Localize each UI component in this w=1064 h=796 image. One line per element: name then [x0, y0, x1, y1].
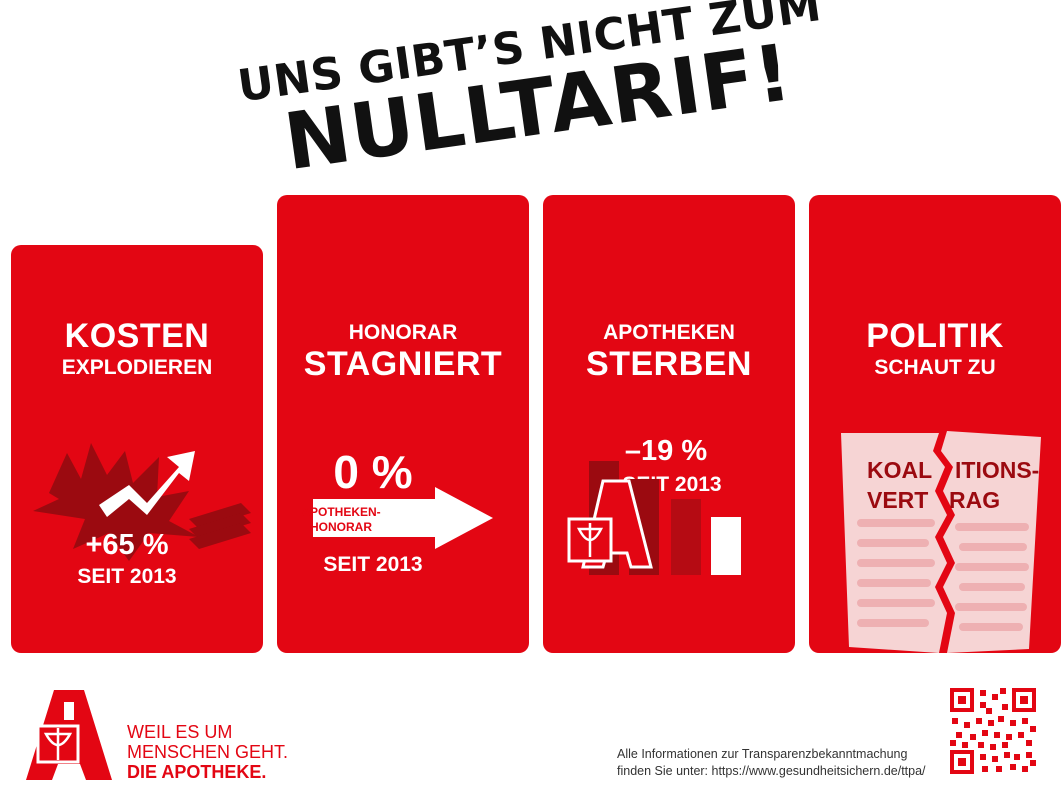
- panel-honorar: HONORAR STAGNIERT 0 % APOTHEKEN- HONORAR…: [277, 195, 529, 653]
- panel-kosten-subtitle: EXPLODIEREN: [61, 356, 213, 379]
- panel-apotheken: APOTHEKEN STERBEN –19 % SEIT 2013: [543, 195, 795, 653]
- qr-code-icon[interactable]: [950, 688, 1036, 774]
- torn-document-icon: [841, 431, 1041, 653]
- panel-politik-subtitle: SCHAUT ZU: [874, 356, 996, 379]
- brand-line1: WEIL ES UM: [127, 722, 233, 742]
- panel-honorar-value: 0 %: [333, 446, 413, 498]
- doc-line2-right: RAG: [949, 487, 1001, 513]
- footer-brand: WEIL ES UM MENSCHEN GEHT. DIE APOTHEKE.: [127, 722, 288, 782]
- panel-kosten: KOSTEN EXPLODIEREN +65 % SEIT 2013: [11, 245, 263, 653]
- rising-arrow-explosion-money-icon: [33, 443, 251, 561]
- panel-honorar-subtitle: HONORAR: [348, 321, 458, 344]
- doc-line2-left: VERT: [867, 487, 929, 513]
- panel-politik: POLITIK SCHAUT ZU KOAL ITIONS- VERT RAG: [809, 195, 1061, 653]
- note-line2[interactable]: finden Sie unter: https://www.gesundheit…: [617, 764, 926, 778]
- arrow-label-line2: HONORAR: [310, 520, 372, 534]
- brand-line2: MENSCHEN GEHT.: [127, 742, 289, 762]
- doc-line1-right: ITIONS-: [955, 457, 1040, 483]
- arrow-label-line1: APOTHEKEN-: [301, 505, 381, 519]
- panel-kosten-since: SEIT 2013: [77, 565, 177, 588]
- bar-4: [711, 517, 741, 575]
- note-line1: Alle Informationen zur Transparenzbekann…: [617, 747, 908, 761]
- panel-kosten-value: +65 %: [85, 529, 169, 561]
- panel-apotheken-title: STERBEN: [586, 345, 752, 383]
- bar-3: [671, 499, 701, 575]
- doc-line1-left: KOAL: [867, 457, 933, 483]
- panel-honorar-title: STAGNIERT: [303, 345, 503, 383]
- panel-apotheken-subtitle: APOTHEKEN: [603, 321, 735, 344]
- brand-line3: DIE APOTHEKE.: [127, 762, 267, 782]
- panel-politik-title: POLITIK: [866, 317, 1004, 355]
- pharmacy-a-bar-chart-icon: [567, 461, 741, 575]
- panel-kosten-title: KOSTEN: [64, 317, 210, 355]
- panel-apotheken-value: –19 %: [624, 435, 708, 467]
- apotheke-a-logo: [26, 690, 112, 780]
- arrow-right-icon: [313, 487, 493, 549]
- panel-honorar-since: SEIT 2013: [323, 553, 423, 576]
- footer-note: Alle Informationen zur Transparenzbekann…: [617, 746, 926, 780]
